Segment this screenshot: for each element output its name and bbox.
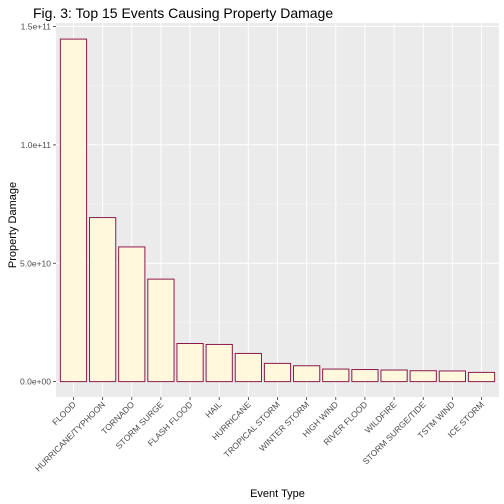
bar: [322, 368, 350, 383]
y-tick-label: 1.0e+11: [21, 140, 52, 150]
y-tick-label: 0.0e+00: [20, 377, 51, 387]
bars: [59, 38, 496, 383]
x-tick-label: HAIL: [203, 399, 224, 420]
x-axis-title: Event Type: [250, 488, 305, 500]
bar: [205, 343, 233, 383]
bar: [351, 369, 379, 383]
bar: [467, 371, 496, 383]
bar: [380, 369, 408, 383]
bar: [147, 278, 175, 383]
bar: [263, 362, 292, 383]
x-tick-label: WINTER STORM: [257, 399, 311, 453]
bar: [176, 343, 204, 383]
bar: [59, 38, 88, 383]
y-axis: 0.0e+00 5.0e+10 1.0e+11 1.5e+11: [20, 22, 56, 387]
bar: [234, 352, 262, 383]
bar: [118, 246, 146, 383]
y-axis-title: Property Damage: [7, 182, 19, 268]
y-tick-label: 1.5e+11: [21, 22, 52, 32]
chart-title: Fig. 3: Top 15 Events Causing Property D…: [33, 5, 333, 21]
bar: [409, 370, 437, 383]
bar: [89, 217, 117, 383]
bar: [438, 370, 466, 383]
bar: [293, 365, 321, 383]
y-tick-label: 5.0e+10: [20, 258, 51, 268]
x-tick-label: FLOOD: [50, 399, 78, 427]
